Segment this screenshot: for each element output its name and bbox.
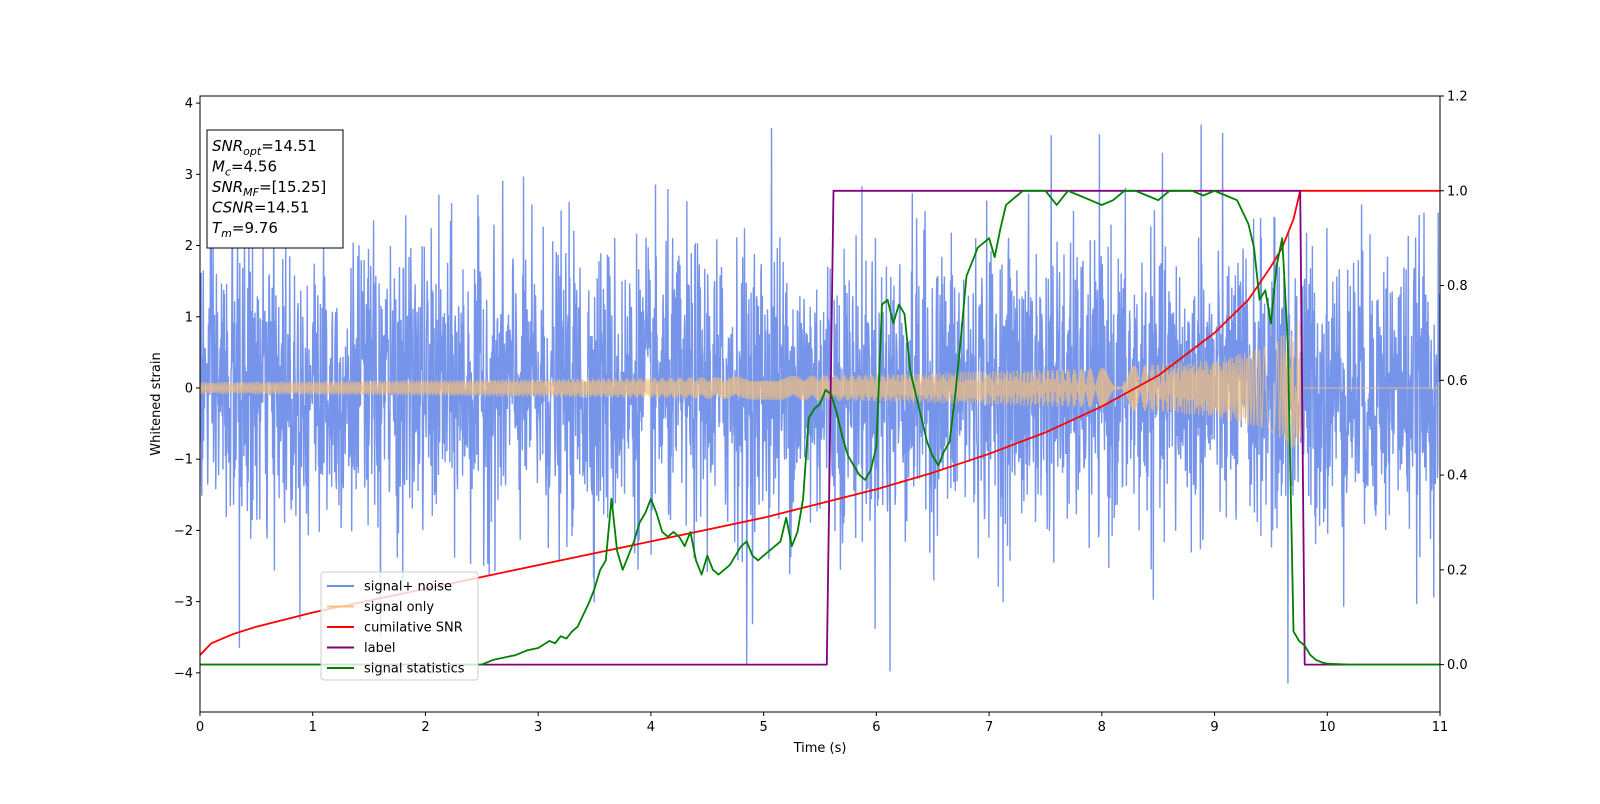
- legend: signal+ noise signal only cumilative SNR la…: [320, 571, 479, 681]
- x-tick-label: 8: [1098, 720, 1106, 735]
- left-y-tick-label: 4: [185, 97, 193, 112]
- left-y-axis-label: Whitened strain: [149, 352, 164, 455]
- left-y-tick-label: −1: [174, 453, 193, 468]
- info-symbol: SNR: [212, 178, 243, 196]
- x-tick-label: 9: [1210, 720, 1218, 735]
- info-box: SNRopt=14.51Mc=4.56SNRMF=[15.25]CSNR=14.…: [206, 129, 344, 249]
- info-line: SNRMF=[15.25]: [212, 178, 326, 199]
- info-value: =9.76: [232, 219, 278, 237]
- legend-frame: [320, 571, 479, 681]
- left-y-tick-label: 2: [185, 239, 193, 254]
- legend-label: signal+ noise: [364, 580, 452, 595]
- right-y-tick-label: 1.0: [1447, 184, 1468, 199]
- right-y-tick-label: 1.2: [1447, 90, 1468, 105]
- x-tick-label: 10: [1319, 720, 1336, 735]
- x-tick-label: 0: [196, 720, 204, 735]
- info-subscript: MF: [243, 186, 259, 199]
- series-signal-noise: [200, 124, 1440, 684]
- legend-label: cumilative SNR: [364, 621, 463, 636]
- info-symbol: CSNR: [212, 199, 254, 217]
- info-symbol: SNR: [212, 137, 243, 155]
- info-line: Mc=4.56: [212, 158, 277, 179]
- info-subscript: m: [221, 227, 232, 240]
- info-symbol: M: [212, 158, 225, 176]
- legend-label: signal statistics: [364, 662, 465, 677]
- x-tick-label: 11: [1432, 720, 1449, 735]
- left-y-tick-label: 3: [185, 168, 193, 183]
- series-signal-statistics: [200, 189, 1440, 666]
- legend-label: label: [364, 641, 395, 656]
- info-value: =4.56: [231, 158, 277, 176]
- info-line: SNRopt=14.51: [212, 137, 317, 158]
- info-value: =[15.25]: [259, 178, 326, 196]
- info-box-frame: [206, 129, 344, 249]
- x-tick-label: 6: [872, 720, 880, 735]
- right-y-tick-label: 0.8: [1447, 279, 1468, 294]
- info-line: CSNR=14.51: [212, 199, 309, 217]
- left-y-tick-label: −4: [174, 666, 193, 681]
- x-tick-label: 7: [985, 720, 993, 735]
- legend-label: signal only: [364, 600, 434, 615]
- left-y-tick-label: −2: [174, 524, 193, 539]
- x-tick-label: 5: [759, 720, 767, 735]
- series-signal-only: [200, 322, 1440, 448]
- left-y-tick-label: 1: [185, 310, 193, 325]
- x-axis-label: Time (s): [793, 741, 847, 756]
- info-line: Tm=9.76: [212, 219, 278, 240]
- right-y-tick-label: 0.4: [1447, 469, 1468, 484]
- right-y-axis: 0.0 0.2 0.4 0.6 0.8 1.0 1.2: [1440, 90, 1468, 673]
- info-subscript: c: [225, 166, 231, 179]
- info-value: =14.51: [261, 137, 317, 155]
- info-symbol: T: [212, 219, 223, 237]
- info-subscript: opt: [243, 145, 262, 158]
- left-y-tick-label: −3: [174, 595, 193, 610]
- x-tick-label: 4: [647, 720, 655, 735]
- x-tick-label: 3: [534, 720, 542, 735]
- right-y-tick-label: 0.0: [1447, 658, 1468, 673]
- left-y-tick-label: 0: [185, 381, 193, 396]
- left-y-axis: −4 −3 −2 −1 0 1 2 3 4: [174, 97, 200, 681]
- x-tick-label: 2: [421, 720, 429, 735]
- x-axis: 0 1 2 3 4 5 6 7 8 9 10 11: [196, 712, 1448, 735]
- axes-frame: [199, 95, 1441, 713]
- right-y-tick-label: 0.2: [1447, 563, 1468, 578]
- x-tick-label: 1: [309, 720, 317, 735]
- info-value: =14.51: [254, 199, 310, 217]
- right-y-tick-label: 0.6: [1447, 374, 1468, 389]
